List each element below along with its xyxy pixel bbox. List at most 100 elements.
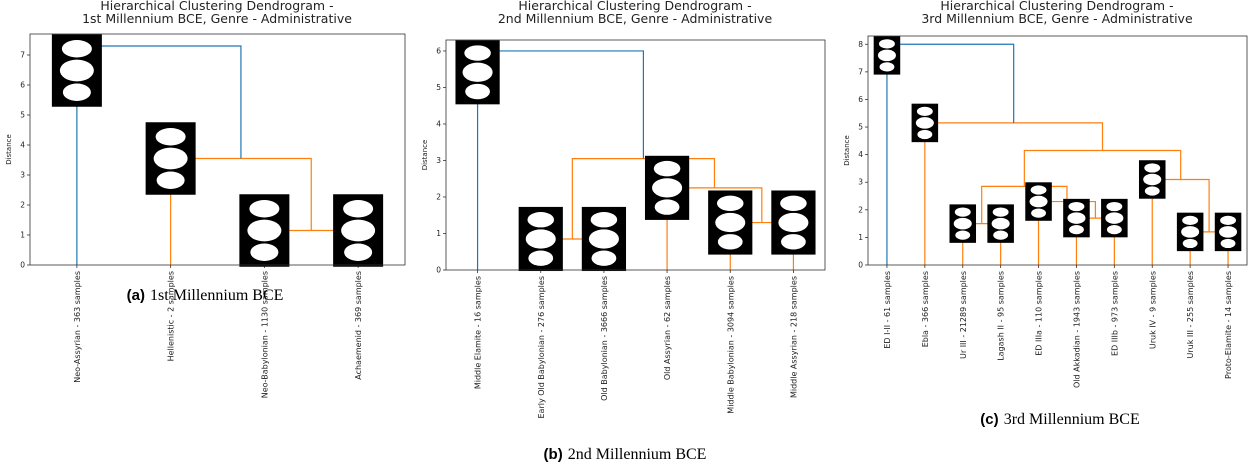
leaf-label: ED I-II - 61 samples	[883, 271, 892, 349]
thumbnail	[1214, 212, 1242, 252]
y-tick-label: 6	[858, 95, 863, 104]
thumbnail-shape	[716, 195, 744, 211]
thumbnail-shape	[59, 59, 94, 82]
panel: Hierarchical Clustering Dendrogram -2nd …	[421, 0, 826, 463]
y-tick-label: 4	[20, 141, 25, 150]
thumbnail-shape	[1219, 226, 1238, 238]
thumbnail-shape	[715, 212, 746, 233]
thumbnail-shape	[878, 39, 895, 49]
thumbnail-shape	[61, 40, 92, 58]
caption-text: 1st Millennium BCE	[150, 287, 283, 304]
leaf-label: Lagash II - 95 samples	[997, 271, 1006, 361]
y-tick-label: 6	[20, 81, 25, 90]
caption-label: (b)	[544, 446, 563, 463]
thumbnail-shape	[717, 234, 743, 250]
thumbnail-shape	[1144, 163, 1161, 173]
y-tick-label: 5	[858, 123, 863, 132]
leaf-label: Uruk III - 255 samples	[1186, 271, 1195, 359]
thumbnail-shape	[1068, 201, 1085, 212]
thumbnail-shape	[249, 200, 280, 218]
thumbnail-shape	[1182, 215, 1199, 225]
thumbnail-shape	[993, 230, 1009, 240]
thumbnail-shape	[527, 212, 555, 228]
chart-title: Hierarchical Clustering Dendrogram -	[940, 0, 1173, 13]
thumbnail-shape	[588, 229, 619, 249]
y-tick-label: 7	[20, 51, 25, 60]
thumbnail	[1063, 198, 1090, 238]
thumbnail-shape	[780, 195, 807, 211]
thumbnail-shape	[916, 106, 933, 116]
thumbnail-shape	[1220, 238, 1236, 249]
thumbnail	[1101, 198, 1128, 238]
leaf-label: Ebla - 366 samples	[921, 271, 930, 347]
leaf-label: Uruk IV - 9 samples	[1148, 271, 1157, 349]
leaf-label: Achaemenid - 369 samples	[354, 271, 363, 380]
thumbnail	[455, 40, 500, 105]
y-tick-label: 5	[20, 111, 25, 120]
y-tick-label: 7	[858, 67, 863, 76]
y-tick-label: 0	[858, 261, 863, 270]
y-axis-label: Distance	[843, 135, 851, 166]
leaf-label: Neo-Babylonian - 1130 samples	[260, 271, 269, 398]
thumbnail	[145, 122, 196, 195]
thumbnail	[771, 190, 816, 255]
y-tick-label: 2	[858, 205, 863, 214]
link	[1151, 178, 1210, 265]
chart-title: 2nd Millennium BCE, Genre - Administrati…	[498, 11, 773, 26]
thumbnail	[644, 155, 690, 220]
thumbnail-shape	[1069, 225, 1084, 235]
leaf-label: Ur III - 21289 samples	[959, 271, 968, 359]
thumbnail-shape	[954, 207, 971, 217]
leaf-label: Middle Babylonian - 3094 samples	[726, 276, 735, 414]
caption-label: (c)	[980, 411, 998, 428]
thumbnail-shape	[591, 250, 617, 266]
thumbnail-shape	[877, 49, 896, 62]
thumbnail-shape	[341, 219, 376, 242]
thumbnail-shape	[344, 243, 373, 261]
link	[571, 158, 716, 239]
thumbnail-shape	[953, 217, 972, 230]
thumbnail-shape	[1181, 226, 1200, 238]
caption-label: (a)	[127, 287, 145, 304]
leaf-label: Proto-Elamite - 14 samples	[1224, 271, 1233, 379]
thumbnail	[1138, 160, 1166, 199]
link	[924, 122, 1104, 265]
plot-frame	[867, 35, 1248, 266]
thumbnail	[987, 204, 1014, 243]
thumbnail-shape	[955, 230, 971, 240]
chart-title: Hierarchical Clustering Dendrogram -	[518, 0, 751, 13]
thumbnail-shape	[153, 147, 188, 170]
link	[886, 43, 1015, 265]
y-tick-label: 6	[436, 46, 441, 55]
thumbnail-shape	[590, 212, 618, 228]
thumbnail-shape	[462, 62, 493, 82]
link	[476, 50, 644, 270]
leaf-label: ED IIIb - 973 samples	[1110, 271, 1119, 356]
leaf-label: Old Akkadian - 1943 samples	[1072, 271, 1081, 388]
thumbnail-shape	[465, 83, 490, 100]
thumbnail-shape	[1029, 195, 1048, 208]
thumbnail	[518, 206, 563, 272]
thumbnail-shape	[653, 160, 681, 177]
caption: (a) 1st Millennium BCE	[127, 285, 284, 304]
y-tick-label: 2	[436, 192, 441, 201]
y-tick-label: 4	[858, 150, 863, 159]
thumbnail-shape	[1220, 215, 1237, 225]
caption: (c) 3rd Millennium BCE	[980, 409, 1139, 428]
thumbnail-shape	[654, 199, 680, 215]
thumbnail	[51, 34, 102, 107]
thumbnail	[911, 103, 939, 143]
thumbnail-shape	[879, 62, 895, 72]
thumbnail	[873, 36, 901, 75]
leaf-label: Old Assyrian - 62 samples	[663, 276, 672, 380]
y-tick-label: 2	[20, 201, 25, 210]
thumbnail-shape	[247, 219, 282, 242]
thumbnail-shape	[992, 207, 1009, 217]
y-tick-label: 0	[20, 261, 25, 270]
link	[76, 45, 242, 265]
thumbnail-shape	[1067, 212, 1086, 224]
thumbnail-shape	[155, 128, 186, 146]
plot-frame	[445, 39, 826, 271]
thumbnail-shape	[156, 171, 185, 189]
